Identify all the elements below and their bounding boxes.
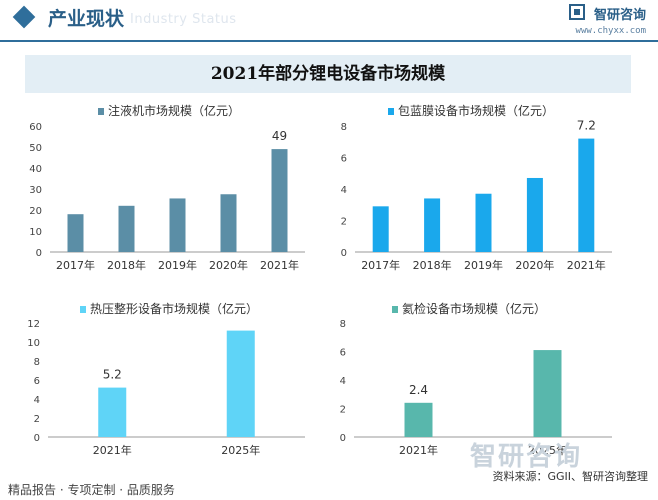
legend-label: 包蓝膜设备市场规模（亿元）	[398, 103, 554, 118]
y-tick-label: 2	[34, 414, 40, 425]
y-tick-label: 8	[340, 319, 346, 330]
x-tick-label: 2020年	[515, 258, 554, 272]
bar[interactable]	[372, 206, 389, 252]
y-tick-label: 0	[340, 433, 346, 444]
y-tick-label: 10	[27, 338, 40, 349]
y-tick-label: 2	[340, 405, 346, 416]
legend-swatch	[388, 108, 394, 115]
data-label: 7.2	[577, 119, 596, 133]
y-tick-label: 0	[34, 433, 40, 444]
y-tick-label: 4	[340, 376, 346, 387]
bar[interactable]	[578, 138, 595, 252]
data-label: 5.2	[103, 368, 122, 382]
bar[interactable]	[424, 198, 441, 252]
x-tick-label: 2018年	[107, 258, 146, 272]
y-tick-label: 0	[36, 248, 42, 259]
x-tick-label: 2025年	[528, 443, 567, 457]
brand-url[interactable]: www.chyxx.com	[575, 25, 646, 36]
brand-block: 智研咨询 www.chyxx.com	[568, 3, 646, 36]
x-tick-label: 2021年	[93, 443, 132, 457]
header-divider	[0, 40, 658, 42]
footer-tagline: 精品报告 · 专项定制 · 品质服务	[8, 483, 175, 497]
main-title: 2021年部分锂电设备市场规模	[210, 64, 446, 84]
y-tick-label: 0	[341, 248, 347, 259]
y-tick-label: 12	[27, 319, 40, 330]
section-title: 产业现状	[48, 8, 125, 30]
main-title-bar: 2021年部分锂电设备市场规模	[25, 55, 631, 93]
bar[interactable]	[67, 214, 84, 252]
y-tick-label: 50	[29, 143, 42, 154]
x-tick-label: 2021年	[260, 258, 299, 272]
bar[interactable]	[226, 330, 255, 437]
y-tick-label: 6	[340, 348, 346, 359]
y-tick-label: 40	[29, 164, 42, 175]
y-tick-label: 6	[341, 154, 347, 165]
x-tick-label: 2017年	[361, 258, 400, 272]
y-tick-label: 8	[34, 357, 40, 368]
legend-swatch	[80, 306, 86, 313]
legend-label: 注液机市场规模（亿元）	[108, 103, 240, 118]
bar[interactable]	[526, 177, 543, 252]
x-tick-label: 2025年	[221, 443, 260, 457]
y-tick-label: 6	[34, 376, 40, 387]
y-tick-label: 4	[34, 395, 40, 406]
legend-label: 热压整形设备市场规模（亿元）	[90, 301, 258, 316]
brand-logo-icon	[568, 3, 585, 24]
x-tick-label: 2019年	[464, 258, 503, 272]
y-tick-label: 2	[341, 217, 347, 228]
legend-label: 氦检设备市场规模（亿元）	[402, 301, 546, 316]
legend-swatch	[392, 306, 398, 313]
x-tick-label: 2021年	[399, 443, 438, 457]
y-tick-label: 8	[341, 122, 347, 133]
bar[interactable]	[475, 193, 492, 252]
brand-name: 智研咨询	[593, 8, 646, 23]
bar[interactable]	[118, 205, 135, 252]
bar[interactable]	[271, 149, 288, 252]
y-tick-label: 4	[341, 185, 347, 196]
bar[interactable]	[404, 402, 433, 437]
header-bar: 产业现状 Industry Status 智研咨询 www.chyxx.com	[0, 0, 658, 42]
x-tick-label: 2017年	[56, 258, 95, 272]
x-tick-label: 2021年	[567, 258, 606, 272]
section-subtitle-ghost: Industry Status	[130, 12, 237, 27]
legend-swatch	[98, 108, 104, 115]
bar[interactable]	[169, 198, 186, 252]
bar[interactable]	[220, 194, 237, 252]
y-tick-label: 20	[29, 206, 42, 217]
bar[interactable]	[533, 350, 562, 437]
y-tick-label: 30	[29, 185, 42, 196]
x-tick-label: 2020年	[209, 258, 248, 272]
data-label: 49	[272, 129, 287, 143]
y-tick-label: 60	[29, 122, 42, 133]
source-note: 资料来源：GGII、智研咨询整理	[492, 470, 648, 483]
x-tick-label: 2018年	[413, 258, 452, 272]
y-tick-label: 10	[29, 227, 42, 238]
x-tick-label: 2019年	[158, 258, 197, 272]
data-label: 2.4	[409, 383, 428, 397]
bar[interactable]	[98, 387, 127, 437]
watermark-brand: 智研咨询	[470, 442, 583, 472]
